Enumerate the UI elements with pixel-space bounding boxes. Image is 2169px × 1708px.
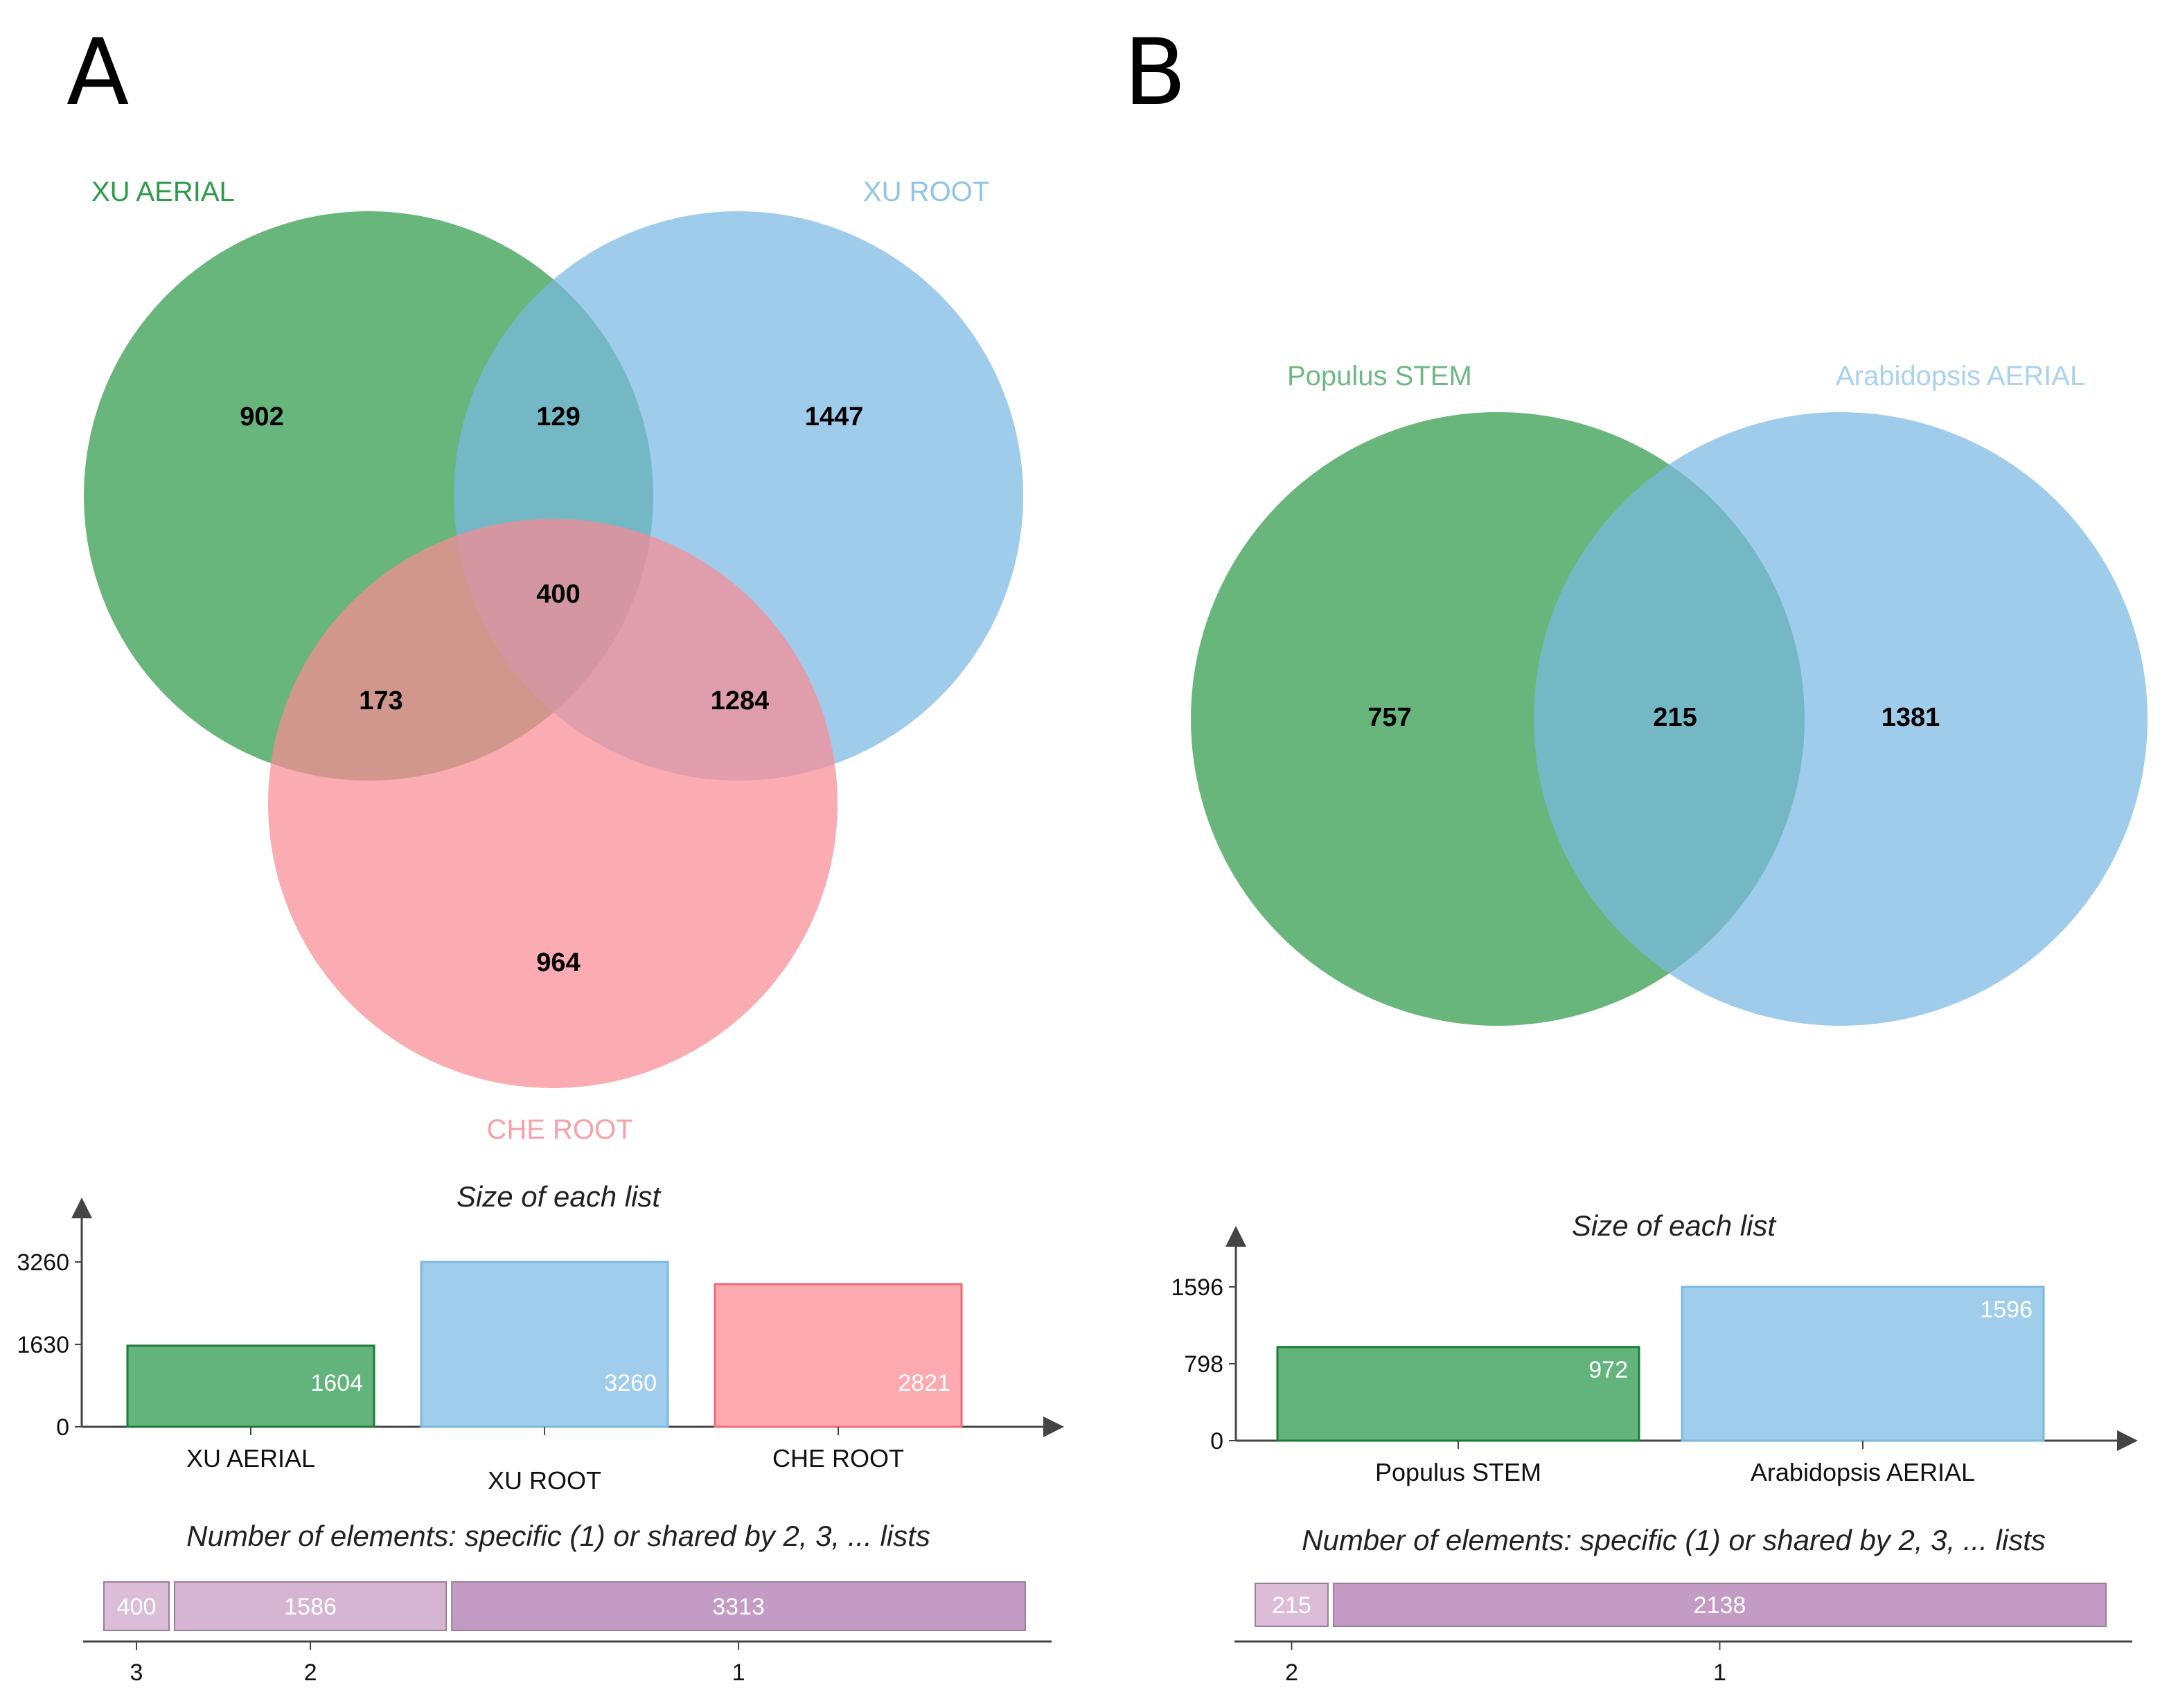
stack-b-segment-value: 2138 — [1694, 1592, 1746, 1619]
bar-b-bar-value: 972 — [1588, 1357, 1628, 1383]
bar-a-bar-value: 3260 — [604, 1370, 657, 1396]
bar-b-ytick-label: 1596 — [1171, 1274, 1223, 1301]
bar-a-ytick-label: 3260 — [17, 1249, 69, 1276]
stack-chart-b: Number of elements: specific (1) or shar… — [1234, 1524, 2132, 1686]
venn-a-region-aerial-only: 902 — [240, 402, 283, 432]
venn-circle-che-root — [268, 519, 838, 1088]
bar-a-category-label: XU AERIAL — [186, 1444, 315, 1473]
stack-b-segment — [1255, 1583, 1329, 1627]
panel-a-label: A — [67, 19, 129, 126]
stack-a-tick-label: 1 — [732, 1660, 745, 1686]
stack-a-tick-label: 2 — [304, 1660, 317, 1686]
stack-a-segment — [174, 1581, 448, 1631]
venn-a: XU AERIAL XU ROOT CHE ROOT 902 129 1447 … — [84, 177, 1023, 1145]
venn-a-region-cheroot-only: 964 — [536, 948, 580, 977]
stack-chart-a-title: Number of elements: specific (1) or shar… — [186, 1520, 930, 1552]
bar-a-category-label: CHE ROOT — [772, 1444, 904, 1473]
stack-a-tick-label: 3 — [130, 1660, 143, 1686]
venn-label-arabidopsis-aerial: Arabidopsis AERIAL — [1836, 361, 2085, 391]
bar-a-ytick-label: 0 — [56, 1414, 69, 1441]
stack-chart-a: Number of elements: specific (1) or shar… — [83, 1520, 1052, 1686]
bar-b-category-label: Arabidopsis AERIAL — [1751, 1458, 1975, 1486]
stack-b-segment-value: 215 — [1272, 1592, 1311, 1619]
venn-circle-arabidopsis-aerial — [1534, 412, 2148, 1026]
bar-a-bar-value: 2821 — [898, 1370, 950, 1396]
stack-a-segment — [103, 1581, 170, 1631]
venn-a-region-xuroot-only: 1447 — [805, 402, 864, 432]
bar-b-bar — [1681, 1286, 2045, 1442]
venn-b: Populus STEM Arabidopsis AERIAL 757 215 … — [1191, 361, 2148, 1026]
bar-b-category-label: Populus STEM — [1375, 1458, 1541, 1486]
stack-b-tick-label: 2 — [1285, 1660, 1298, 1686]
stack-a-segment — [451, 1581, 1026, 1631]
panel-b-label: B — [1124, 19, 1187, 126]
bar-a-bar-value: 1604 — [310, 1370, 363, 1396]
venn-a-region-all-three: 400 — [536, 580, 580, 609]
bar-b-ytick-label: 0 — [1210, 1428, 1223, 1455]
stack-b-tick-label: 1 — [1713, 1660, 1726, 1686]
bar-a-category-label: XU ROOT — [488, 1466, 601, 1495]
venn-a-region-aerial-xuroot: 129 — [536, 402, 580, 432]
stack-a-segment-value: 400 — [117, 1594, 157, 1620]
bar-chart-a-title: Size of each list — [457, 1180, 662, 1213]
bar-chart-a: Size of each list 0 1630 3260 1604 XU AERIAL… — [17, 1180, 1064, 1495]
venn-label-populus-stem: Populus STEM — [1287, 361, 1472, 391]
bar-b-bar-value: 1596 — [1980, 1297, 2033, 1323]
venn-a-region-aerial-cheroot: 173 — [359, 686, 402, 715]
venn-a-region-xuroot-cheroot: 1284 — [711, 686, 770, 715]
bar-b-ytick-label: 798 — [1184, 1351, 1223, 1378]
stack-a-segment-value: 1586 — [284, 1594, 337, 1620]
stack-a-segment-value: 3313 — [712, 1594, 765, 1620]
venn-label-xu-root: XU ROOT — [863, 177, 989, 207]
bar-chart-b-title: Size of each list — [1572, 1209, 1777, 1242]
bar-b-bar — [1276, 1346, 1640, 1442]
venn-b-region-populus-only: 757 — [1367, 703, 1411, 732]
venn-label-xu-aerial: XU AERIAL — [91, 177, 235, 207]
bar-a-ytick-label: 1630 — [17, 1332, 69, 1358]
venn-b-region-shared: 215 — [1653, 703, 1697, 732]
bar-a-bar — [420, 1261, 669, 1428]
panel-b: B Populus STEM Arabidopsis AERIAL 757 21… — [1124, 19, 2148, 1686]
bar-chart-b: Size of each list 0 798 1596 972 Populus STE… — [1171, 1209, 2138, 1486]
venn-label-che-root: CHE ROOT — [486, 1114, 632, 1145]
panel-a: A XU AERIAL XU ROOT CHE ROOT 902 129 144… — [17, 19, 1064, 1686]
venn-b-region-arabidopsis-only: 1381 — [1882, 703, 1940, 732]
stack-chart-b-title: Number of elements: specific (1) or shar… — [1302, 1524, 2046, 1556]
bar-a-bar — [714, 1283, 963, 1428]
bar-a-bar — [126, 1344, 375, 1428]
stack-b-segment — [1332, 1583, 2107, 1627]
